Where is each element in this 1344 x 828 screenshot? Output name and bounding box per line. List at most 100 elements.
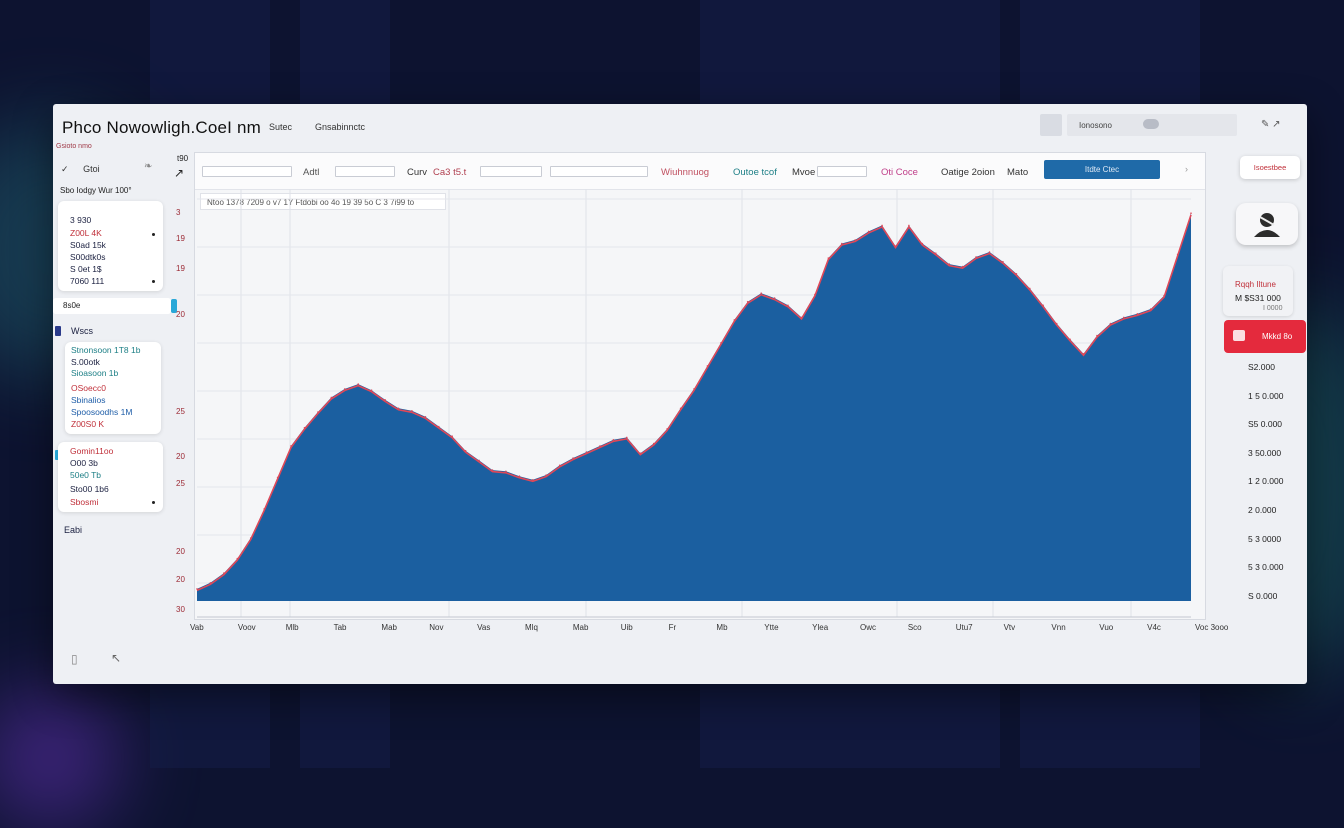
data-point bbox=[303, 426, 306, 429]
right-value: 3 50.000 bbox=[1248, 447, 1282, 458]
x-tick-label: Voc 3ooo bbox=[1195, 623, 1229, 632]
alert-button[interactable]: Mkkd 8o bbox=[1224, 320, 1306, 353]
check-icon: ✓ bbox=[61, 164, 69, 174]
chart-panel[interactable]: Adtl Curv Ca3 t5.t Wiuhnnuog Outoe tcof … bbox=[194, 152, 1206, 620]
data-point bbox=[881, 224, 883, 227]
data-point bbox=[1082, 353, 1085, 355]
data-point bbox=[961, 265, 964, 268]
data-point bbox=[679, 407, 682, 410]
toolbar-field-label: Curv bbox=[407, 167, 428, 178]
data-point bbox=[491, 469, 494, 471]
alert-label: Mkkd 8o bbox=[1262, 332, 1293, 341]
right-value: 2 0.000 bbox=[1248, 505, 1277, 515]
card-row: S0ad 15k bbox=[70, 240, 106, 250]
data-point bbox=[639, 452, 642, 455]
toolbar-input[interactable] bbox=[550, 166, 648, 177]
card-row: S.00otk bbox=[71, 357, 100, 367]
right-value: S2.000 bbox=[1248, 362, 1275, 372]
section-card[interactable]: Stnonsoon 1T8 1b S.00otk Sioasoon 1b OSo… bbox=[65, 342, 161, 434]
window-thumb-button[interactable] bbox=[1040, 114, 1062, 136]
y-axis-label: 30 bbox=[176, 605, 185, 614]
cursor-icon[interactable]: ↖ bbox=[111, 651, 122, 665]
stats-card[interactable]: 3 930 Z00L 4K S0ad 15k S00dtk0s S 0et 1$… bbox=[58, 201, 163, 291]
apply-button[interactable]: Itdte Ctec bbox=[1044, 160, 1160, 179]
data-point bbox=[787, 304, 789, 307]
toolbar-field-label: Adtl bbox=[303, 167, 320, 178]
toolbar-field-label: Mvoe bbox=[792, 167, 816, 178]
x-tick-label: Uib bbox=[620, 623, 633, 632]
data-point bbox=[1163, 294, 1165, 297]
x-tick-label: Owc bbox=[860, 623, 876, 632]
area-series[interactable] bbox=[197, 213, 1191, 601]
x-tick-label: Vnn bbox=[1051, 623, 1066, 632]
data-point bbox=[1190, 212, 1192, 214]
trend-icon[interactable]: ↗ bbox=[174, 166, 185, 180]
data-point bbox=[276, 476, 279, 479]
data-point bbox=[746, 300, 749, 303]
data-point bbox=[612, 439, 615, 441]
data-point bbox=[572, 457, 574, 459]
menu-item[interactable]: Gnsabinnctc bbox=[315, 122, 366, 132]
toolbar-input[interactable] bbox=[335, 166, 395, 177]
area-chart[interactable] bbox=[195, 153, 1205, 619]
data-point bbox=[263, 508, 265, 510]
toggle-icon[interactable] bbox=[1143, 119, 1159, 129]
data-point bbox=[424, 416, 427, 418]
y-axis-label: 19 bbox=[176, 234, 185, 243]
data-point bbox=[1015, 273, 1018, 275]
bar-label: 8s0e bbox=[63, 301, 81, 310]
leaf-icon[interactable]: ❧ bbox=[144, 161, 153, 172]
series-edge-line bbox=[196, 214, 1192, 592]
data-point bbox=[518, 475, 521, 478]
menu-item[interactable]: Sutec bbox=[269, 122, 293, 132]
data-point bbox=[599, 445, 601, 447]
data-point bbox=[1042, 304, 1044, 307]
x-tick-label: Vtv bbox=[1003, 623, 1016, 632]
x-tick-label: Tab bbox=[333, 623, 347, 632]
card-row: Gomin11oo bbox=[70, 446, 114, 456]
panel-toggle-icon[interactable]: ▯ bbox=[71, 652, 78, 666]
data-point bbox=[800, 316, 803, 319]
toolbar-input[interactable] bbox=[817, 166, 867, 177]
y-axis-label: 3 bbox=[176, 208, 181, 217]
top-action-button[interactable]: Isoestbee bbox=[1240, 156, 1300, 179]
data-point bbox=[384, 399, 386, 401]
top-search-label: Ionosono bbox=[1079, 121, 1112, 130]
data-point bbox=[948, 263, 950, 265]
data-point bbox=[545, 474, 547, 476]
selected-bar[interactable]: 8s0e bbox=[53, 298, 177, 314]
chevron-right-icon[interactable]: › bbox=[1185, 164, 1188, 174]
data-point bbox=[397, 407, 400, 410]
data-point bbox=[894, 245, 897, 247]
data-point bbox=[841, 242, 843, 245]
profile-button[interactable] bbox=[1236, 203, 1298, 245]
data-point bbox=[988, 251, 991, 253]
card-row: S00dtk0s bbox=[70, 252, 106, 262]
info-strip: Ntoo 1378 7209 o v7 1Y Ftdobi oo 4o 19 3… bbox=[200, 193, 446, 210]
top-search-box[interactable]: Ionosono bbox=[1067, 114, 1237, 136]
card-line: Rqqh Iltune bbox=[1235, 280, 1276, 289]
detail-card[interactable]: Gomin11oo O00 3b 50e0 Tb Sto00 1b6 Sbosm… bbox=[58, 442, 163, 512]
card-row: OSoecc0 bbox=[71, 383, 106, 393]
data-point bbox=[532, 479, 534, 481]
data-point bbox=[1055, 322, 1058, 325]
balance-card[interactable]: Rqqh Iltune M $S31 000 I 0000 bbox=[1223, 266, 1293, 316]
data-point bbox=[411, 410, 413, 412]
card-row: 7060 111 bbox=[70, 276, 105, 286]
footer-label: Eabi bbox=[64, 525, 83, 535]
card-row: Z00S0 K bbox=[71, 419, 105, 429]
section-marker bbox=[55, 326, 61, 336]
data-point bbox=[505, 470, 507, 473]
card-row: Z00L 4K bbox=[70, 228, 102, 238]
card-row: 50e0 Tb bbox=[70, 470, 102, 480]
alert-icon bbox=[1233, 330, 1245, 341]
toolbar-input[interactable] bbox=[480, 166, 542, 177]
toolbar-field-label: Ca3 t5.t bbox=[433, 167, 467, 178]
user-icon bbox=[1254, 213, 1280, 237]
toolbar-input[interactable] bbox=[202, 166, 292, 177]
edit-icon[interactable]: ✎ ↗ bbox=[1261, 119, 1281, 130]
y-axis-top-label: t90 bbox=[177, 154, 189, 163]
data-point bbox=[1029, 287, 1031, 290]
data-point bbox=[867, 230, 870, 233]
data-point bbox=[464, 449, 467, 452]
